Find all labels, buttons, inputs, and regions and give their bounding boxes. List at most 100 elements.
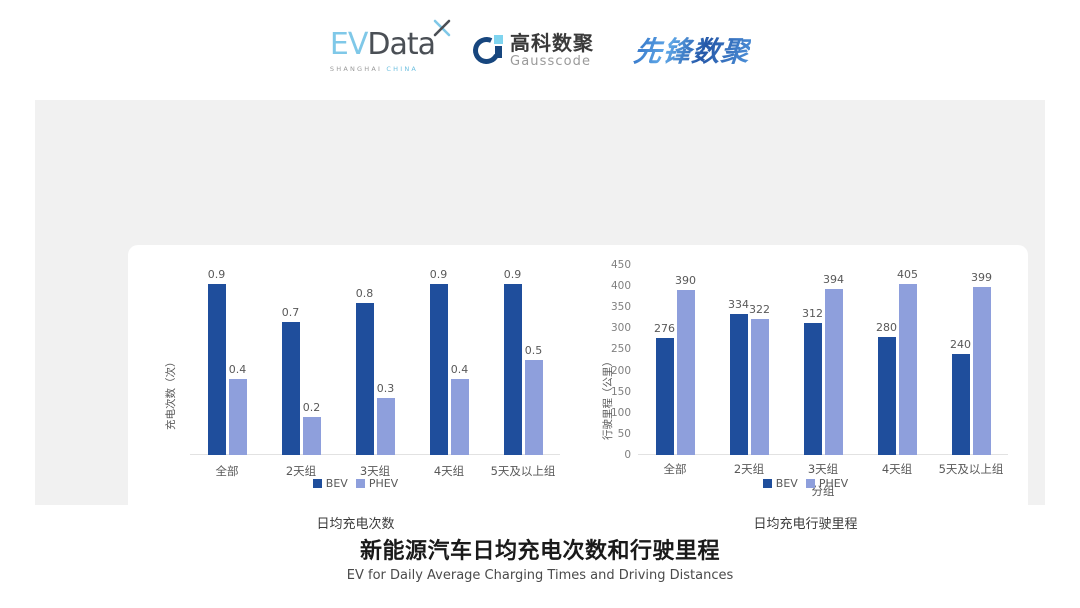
evdata-logo-subtitle: SHANGHAI CHINA	[330, 65, 418, 73]
left-chart-baseline	[190, 454, 560, 455]
xianfeng-logo: 先锋数聚	[632, 30, 752, 70]
bar-phev: 0.4	[228, 363, 247, 455]
y-axis-tick-label: 50	[617, 427, 631, 440]
logo-strip: EV Data SHANGHAI CHINA 高科数聚 Gausscode 先锋…	[0, 19, 1080, 78]
bar-value-label: 276	[654, 322, 675, 336]
y-axis-tick-label: 450	[610, 259, 631, 271]
bar-bev: 0.9	[207, 268, 226, 455]
bar-group: 334 322	[712, 265, 786, 455]
evdata-wordmark: EV Data	[329, 19, 451, 62]
bar-value-label: 405	[897, 268, 918, 281]
bar-phev: 390	[675, 274, 696, 455]
x-icon	[433, 19, 451, 37]
legend-swatch-icon	[762, 479, 772, 488]
evdata-logo: EV Data SHANGHAI CHINA	[329, 19, 451, 73]
left-chart-plot-area: 0.9 0.4 0.7 0.2 0.8 0.3 0.9 0.4 0.9 0.5	[190, 265, 560, 455]
y-axis-tick-label: 350	[610, 301, 631, 314]
charts-card: 充电次数（次） 0.9 0.4 0.7 0.2 0.8 0.3 0.9 0.4 0.9 0.5 B…	[128, 245, 1028, 568]
gausscode-logo: 高科数聚 Gausscode	[469, 33, 594, 68]
bar-group: 0.7 0.2	[264, 265, 338, 455]
gausscode-logo-en-text: Gausscode	[510, 53, 592, 69]
bar-value-label: 312	[802, 307, 823, 321]
bar-value-label: 0.2	[302, 401, 321, 414]
gausscode-logo-cn-text: 高科数聚	[510, 30, 595, 55]
bar-group: 0.9 0.5	[486, 265, 560, 455]
bar-value-label: 0.4	[450, 363, 469, 376]
x-axis-category-label: 5天及以上组	[490, 464, 556, 478]
chart-daily-charging-distance: 行驶里程（公里） 450 400 350 300 250 200 150 100 50 0 276…	[583, 245, 1028, 568]
page-subtitle: EV for Daily Average Charging Times and …	[346, 568, 734, 583]
bar-phev: 405	[897, 268, 918, 455]
legend-label: PHEV	[818, 477, 849, 490]
bar-bev: 0.9	[429, 268, 448, 455]
bar-bev: 280	[876, 321, 897, 455]
x-axis-category-label: 5天及以上组	[938, 462, 1004, 476]
legend-label: PHEV	[368, 477, 399, 490]
bar-phev: 322	[749, 303, 770, 455]
bar-value-label: 0.5	[524, 344, 543, 357]
right-chart-x-axis-title: 分组	[811, 484, 835, 498]
x-axis-category-label: 4天组	[881, 462, 913, 476]
bar-value-label: 0.4	[228, 363, 247, 376]
legend-item-bev[interactable]: BEV	[762, 477, 798, 490]
legend-swatch-icon	[805, 479, 815, 488]
right-chart-legend: BEV PHEV	[583, 477, 1028, 490]
right-chart-plot-area: 276 390 334 322 312 394 280 405 240 399	[638, 265, 1008, 455]
y-axis-tick-label: 300	[610, 322, 631, 335]
page-title: 新能源汽车日均充电次数和行驶里程	[359, 539, 720, 564]
bar-value-label: 322	[749, 303, 770, 317]
x-axis-category-label: 4天组	[433, 464, 465, 478]
x-axis-category-label: 3天组	[807, 462, 839, 476]
bar-value-label: 0.9	[503, 268, 522, 281]
bar-phev: 394	[823, 273, 844, 455]
bar-value-label: 334	[728, 297, 749, 311]
bar-bev: 334	[728, 298, 749, 455]
bar-group: 0.8 0.3	[338, 265, 412, 455]
bar-group: 0.9 0.4	[412, 265, 486, 455]
y-axis-tick-label: 250	[610, 343, 631, 356]
legend-item-phev[interactable]: PHEV	[355, 477, 399, 490]
bar-group: 240 399	[934, 265, 1008, 455]
bar-value-label: 0.7	[281, 306, 300, 319]
right-chart-caption: 日均充电行驶里程	[753, 517, 858, 532]
legend-item-bev[interactable]: BEV	[312, 477, 348, 490]
bar-group: 276 390	[638, 265, 712, 455]
gausscode-circle-icon	[469, 33, 504, 68]
evdata-logo-ev-text: EV	[329, 27, 368, 62]
bar-bev: 276	[654, 322, 675, 455]
bar-value-label: 394	[823, 272, 844, 286]
chart-daily-charging-times: 充电次数（次） 0.9 0.4 0.7 0.2 0.8 0.3 0.9 0.4 0.9 0.5 B…	[128, 245, 583, 568]
x-axis-category-label: 全部	[215, 464, 239, 478]
bar-value-label: 0.9	[207, 268, 226, 281]
bar-bev: 0.9	[503, 268, 522, 455]
legend-label: BEV	[325, 477, 348, 490]
x-axis-category-label: 全部	[663, 462, 687, 476]
legend-swatch-icon	[355, 479, 365, 488]
legend-label: BEV	[775, 477, 798, 490]
bar-value-label: 390	[675, 274, 696, 288]
y-axis-tick-label: 0	[624, 449, 631, 461]
bar-phev: 0.2	[302, 401, 321, 455]
bar-value-label: 0.3	[376, 382, 395, 395]
bar-bev: 240	[950, 338, 971, 455]
x-axis-category-label: 2天组	[285, 464, 317, 478]
bar-phev: 399	[971, 271, 992, 455]
bar-phev: 0.4	[450, 363, 469, 455]
bar-phev: 0.3	[376, 382, 395, 455]
bar-bev: 0.7	[281, 306, 300, 455]
gausscode-wordmark: 高科数聚 Gausscode	[510, 33, 594, 68]
bar-value-label: 0.8	[355, 287, 374, 300]
bar-group: 280 405	[860, 265, 934, 455]
bar-group: 312 394	[786, 265, 860, 455]
evdata-subtitle-country: CHINA	[386, 65, 419, 73]
bar-phev: 0.5	[524, 344, 543, 455]
bar-value-label: 399	[971, 270, 992, 284]
y-axis-tick-label: 200	[610, 364, 631, 377]
bar-value-label: 240	[950, 337, 971, 351]
bar-bev: 0.8	[355, 287, 374, 455]
bar-value-label: 0.9	[429, 268, 448, 281]
x-axis-category-label: 3天组	[359, 464, 391, 478]
evdata-logo-data-text: Data	[367, 27, 436, 62]
legend-item-phev[interactable]: PHEV	[805, 477, 849, 490]
evdata-subtitle-city: SHANGHAI	[329, 65, 383, 73]
